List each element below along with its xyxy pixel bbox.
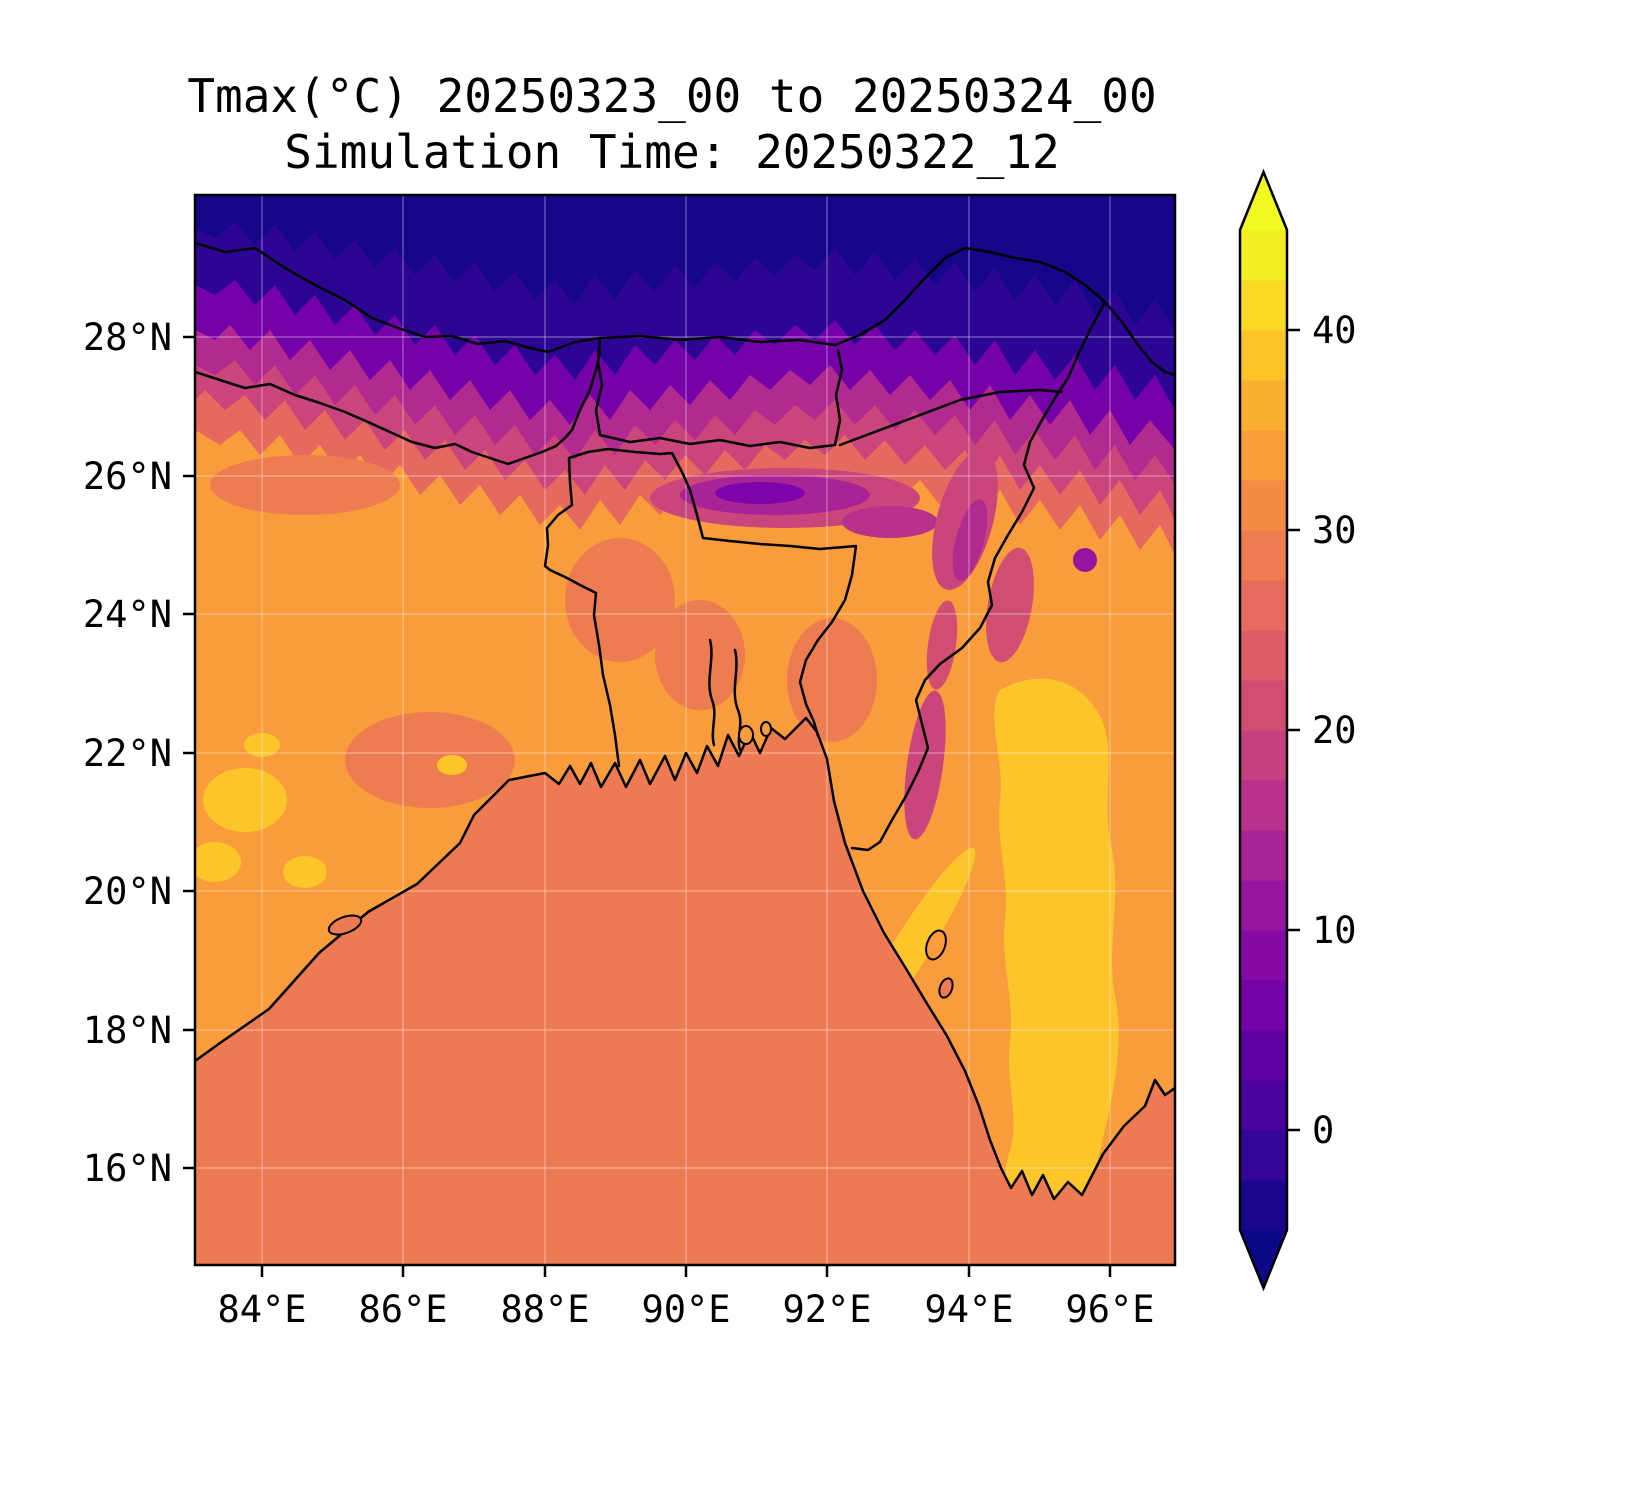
mizo-streak	[926, 600, 958, 690]
colorbar-segment	[1240, 1080, 1287, 1131]
colorbar-segment	[1240, 680, 1287, 731]
colorbar-segment	[1240, 830, 1287, 881]
island-delta-2	[760, 721, 772, 737]
coastline	[195, 716, 1175, 1201]
x-axis-labels: 84°E 86°E 88°E 90°E 92°E 94°E 96°E	[217, 1288, 1154, 1331]
colorbar-segment	[1240, 530, 1287, 581]
y-tick-24n: 24°N	[83, 593, 172, 636]
y-tick-28n: 28°N	[83, 316, 172, 359]
border-bangladesh	[543, 447, 858, 768]
colorbar-segment	[1240, 780, 1287, 831]
salmon-patch-bd-center	[655, 600, 745, 710]
x-tick-90e: 90°E	[641, 1288, 730, 1331]
hot-patch-wb	[437, 755, 467, 775]
y-tick-18n: 18°N	[83, 1009, 172, 1052]
colorbar-segment	[1240, 630, 1287, 681]
hot-patch-odisha-4	[244, 733, 280, 757]
colorbar-segment	[1240, 1030, 1287, 1081]
axis-ticks	[183, 335, 1112, 1277]
y-tick-16n: 16°N	[83, 1147, 172, 1190]
bay-of-bengal-fill	[195, 718, 1175, 1265]
manipur-streak	[986, 547, 1034, 663]
colorbar-segment	[1240, 1180, 1287, 1231]
hot-myanmar-valley	[994, 678, 1119, 1229]
colorbar-segment	[1240, 380, 1287, 431]
border-himalaya-china	[195, 241, 1175, 377]
colorbar-segment	[1240, 480, 1287, 531]
border-bhutan	[594, 338, 844, 450]
colorbar-under-arrow	[1240, 1230, 1287, 1288]
meghalaya-purple-core	[715, 482, 805, 504]
temperature-field	[195, 195, 1175, 1265]
island-ramree	[925, 929, 947, 961]
colorbar: 40 30 20 10 0	[1238, 168, 1357, 1292]
colorbar-segment	[1240, 880, 1287, 931]
island-delta-1	[738, 725, 754, 745]
colorbar-outline	[1238, 168, 1289, 1292]
cbar-tick-10: 10	[1312, 909, 1357, 952]
salmon-patch-bd-west	[565, 538, 675, 662]
cbar-tick-30: 30	[1312, 509, 1357, 552]
river-meghna-1	[708, 638, 716, 747]
colorbar-gradient	[1240, 230, 1287, 1231]
colorbar-segment	[1240, 930, 1287, 981]
hot-patch-odisha-1	[203, 768, 287, 832]
colorbar-segment	[1240, 730, 1287, 781]
colorbar-segment	[1240, 980, 1287, 1031]
colorbar-segment	[1240, 280, 1287, 331]
x-tick-88e: 88°E	[500, 1288, 589, 1331]
chart-subtitle: Simulation Time: 20250322_12	[284, 125, 1059, 179]
y-tick-22n: 22°N	[83, 732, 172, 775]
hot-patch-odisha-2	[195, 842, 241, 882]
x-tick-86e: 86°E	[358, 1288, 447, 1331]
y-axis-labels: 28°N 26°N 24°N 22°N 20°N 18°N 16°N	[83, 316, 172, 1190]
colorbar-segment	[1240, 580, 1287, 631]
chin-hills-streak	[904, 690, 946, 840]
lake-chilika	[327, 914, 363, 936]
y-tick-20n: 20°N	[83, 870, 172, 913]
colorbar-segment	[1240, 330, 1287, 381]
salmon-patch-west-delta	[345, 712, 515, 808]
colorbar-segment	[1240, 1130, 1287, 1181]
colorbar-segment	[1240, 230, 1287, 281]
colorbar-labels: 40 30 20 10 0	[1312, 309, 1357, 1152]
hot-patch-odisha-3	[283, 856, 327, 888]
naga-hills-core	[952, 499, 988, 581]
x-tick-92e: 92°E	[782, 1288, 871, 1331]
band-deep-navy	[195, 195, 1175, 330]
chart-title: Tmax(°C) 20250323_00 to 20250324_00	[187, 69, 1156, 123]
border-india-myanmar	[850, 300, 1107, 852]
colorbar-ticks	[1287, 328, 1300, 1132]
colorbar-over-arrow	[1240, 172, 1287, 230]
purple-spot-ne	[1073, 548, 1097, 572]
y-tick-26n: 26°N	[83, 455, 172, 498]
x-tick-84e: 84°E	[217, 1288, 306, 1331]
island-cheduba	[938, 977, 954, 999]
border-assam-arunachal	[838, 388, 1064, 447]
salmon-patch-plain	[210, 455, 400, 515]
border-nepal-south	[195, 350, 602, 466]
cbar-tick-20: 20	[1312, 709, 1357, 752]
cbar-tick-40: 40	[1312, 309, 1357, 352]
colorbar-segment	[1240, 430, 1287, 481]
cbar-tick-0: 0	[1312, 1109, 1334, 1152]
x-tick-96e: 96°E	[1065, 1288, 1154, 1331]
meghalaya-east-streak	[842, 506, 938, 538]
map-boundaries	[195, 241, 1175, 1201]
x-tick-94e: 94°E	[924, 1288, 1013, 1331]
